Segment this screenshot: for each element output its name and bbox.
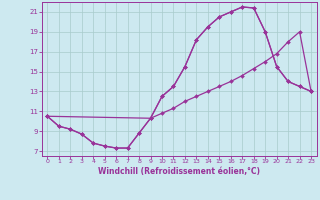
X-axis label: Windchill (Refroidissement éolien,°C): Windchill (Refroidissement éolien,°C) [98,167,260,176]
